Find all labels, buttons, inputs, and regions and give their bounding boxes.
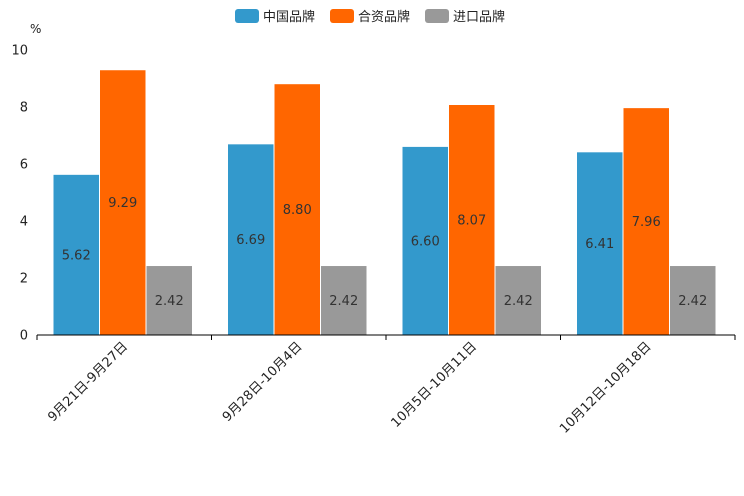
legend-label: 合资品牌 <box>358 9 410 25</box>
y-tick-label: 8 <box>20 101 28 116</box>
bar-value-label: 2.42 <box>155 294 184 309</box>
bar-value-label: 2.42 <box>678 294 707 309</box>
bar-value-label: 8.07 <box>457 214 486 229</box>
bars: 5.62 9.29 2.42 6.69 8.80 2.42 6.60 8.07 2.42 6.41… <box>53 70 716 336</box>
y-tick-label: 10 <box>11 44 28 59</box>
y-axis-unit: % <box>30 22 41 36</box>
legend-swatch <box>330 9 354 23</box>
bar <box>577 152 623 335</box>
bar-value-label: 5.62 <box>62 248 91 263</box>
x-tick-label: 10月12日-10月18日 <box>557 339 654 436</box>
bar-value-label: 6.69 <box>236 233 265 248</box>
bar <box>228 144 274 335</box>
legend-label: 中国品牌 <box>263 9 315 25</box>
x-tick-label: 9月28日-10月4日 <box>220 339 306 425</box>
y-tick-label: 6 <box>20 158 28 173</box>
bar-value-label: 2.42 <box>504 294 533 309</box>
bar-value-label: 6.60 <box>411 234 440 249</box>
y-axis-ticks: 0 2 4 6 8 10 <box>11 44 28 344</box>
bar <box>321 266 367 335</box>
y-tick-label: 0 <box>20 329 28 344</box>
x-axis-ticks: 9月21日-9月27日 9月28日-10月4日 10月5日-10月11日 10月12日… <box>45 339 654 436</box>
legend: 中国品牌 合资品牌 进口品牌 <box>235 9 505 25</box>
bar <box>100 70 146 336</box>
legend-swatch <box>425 9 449 23</box>
x-tick-label: 9月21日-9月27日 <box>45 339 131 425</box>
bar <box>670 266 716 335</box>
legend-label: 进口品牌 <box>453 9 505 25</box>
bar <box>402 146 448 335</box>
bar-value-label: 7.96 <box>632 215 661 230</box>
bar-value-label: 6.41 <box>585 237 614 252</box>
legend-swatch <box>235 9 259 23</box>
bar <box>53 174 99 335</box>
bar <box>623 108 669 335</box>
bar <box>274 84 320 335</box>
bar-value-label: 9.29 <box>108 196 137 211</box>
bar <box>449 105 495 335</box>
bar-value-label: 8.80 <box>283 203 312 218</box>
bar <box>495 266 541 335</box>
y-tick-label: 2 <box>20 272 28 287</box>
bar-value-label: 2.42 <box>329 294 358 309</box>
bar <box>146 266 192 335</box>
x-tick-label: 10月5日-10月11日 <box>388 339 480 431</box>
x-axis <box>36 334 736 340</box>
y-tick-label: 4 <box>20 215 28 230</box>
